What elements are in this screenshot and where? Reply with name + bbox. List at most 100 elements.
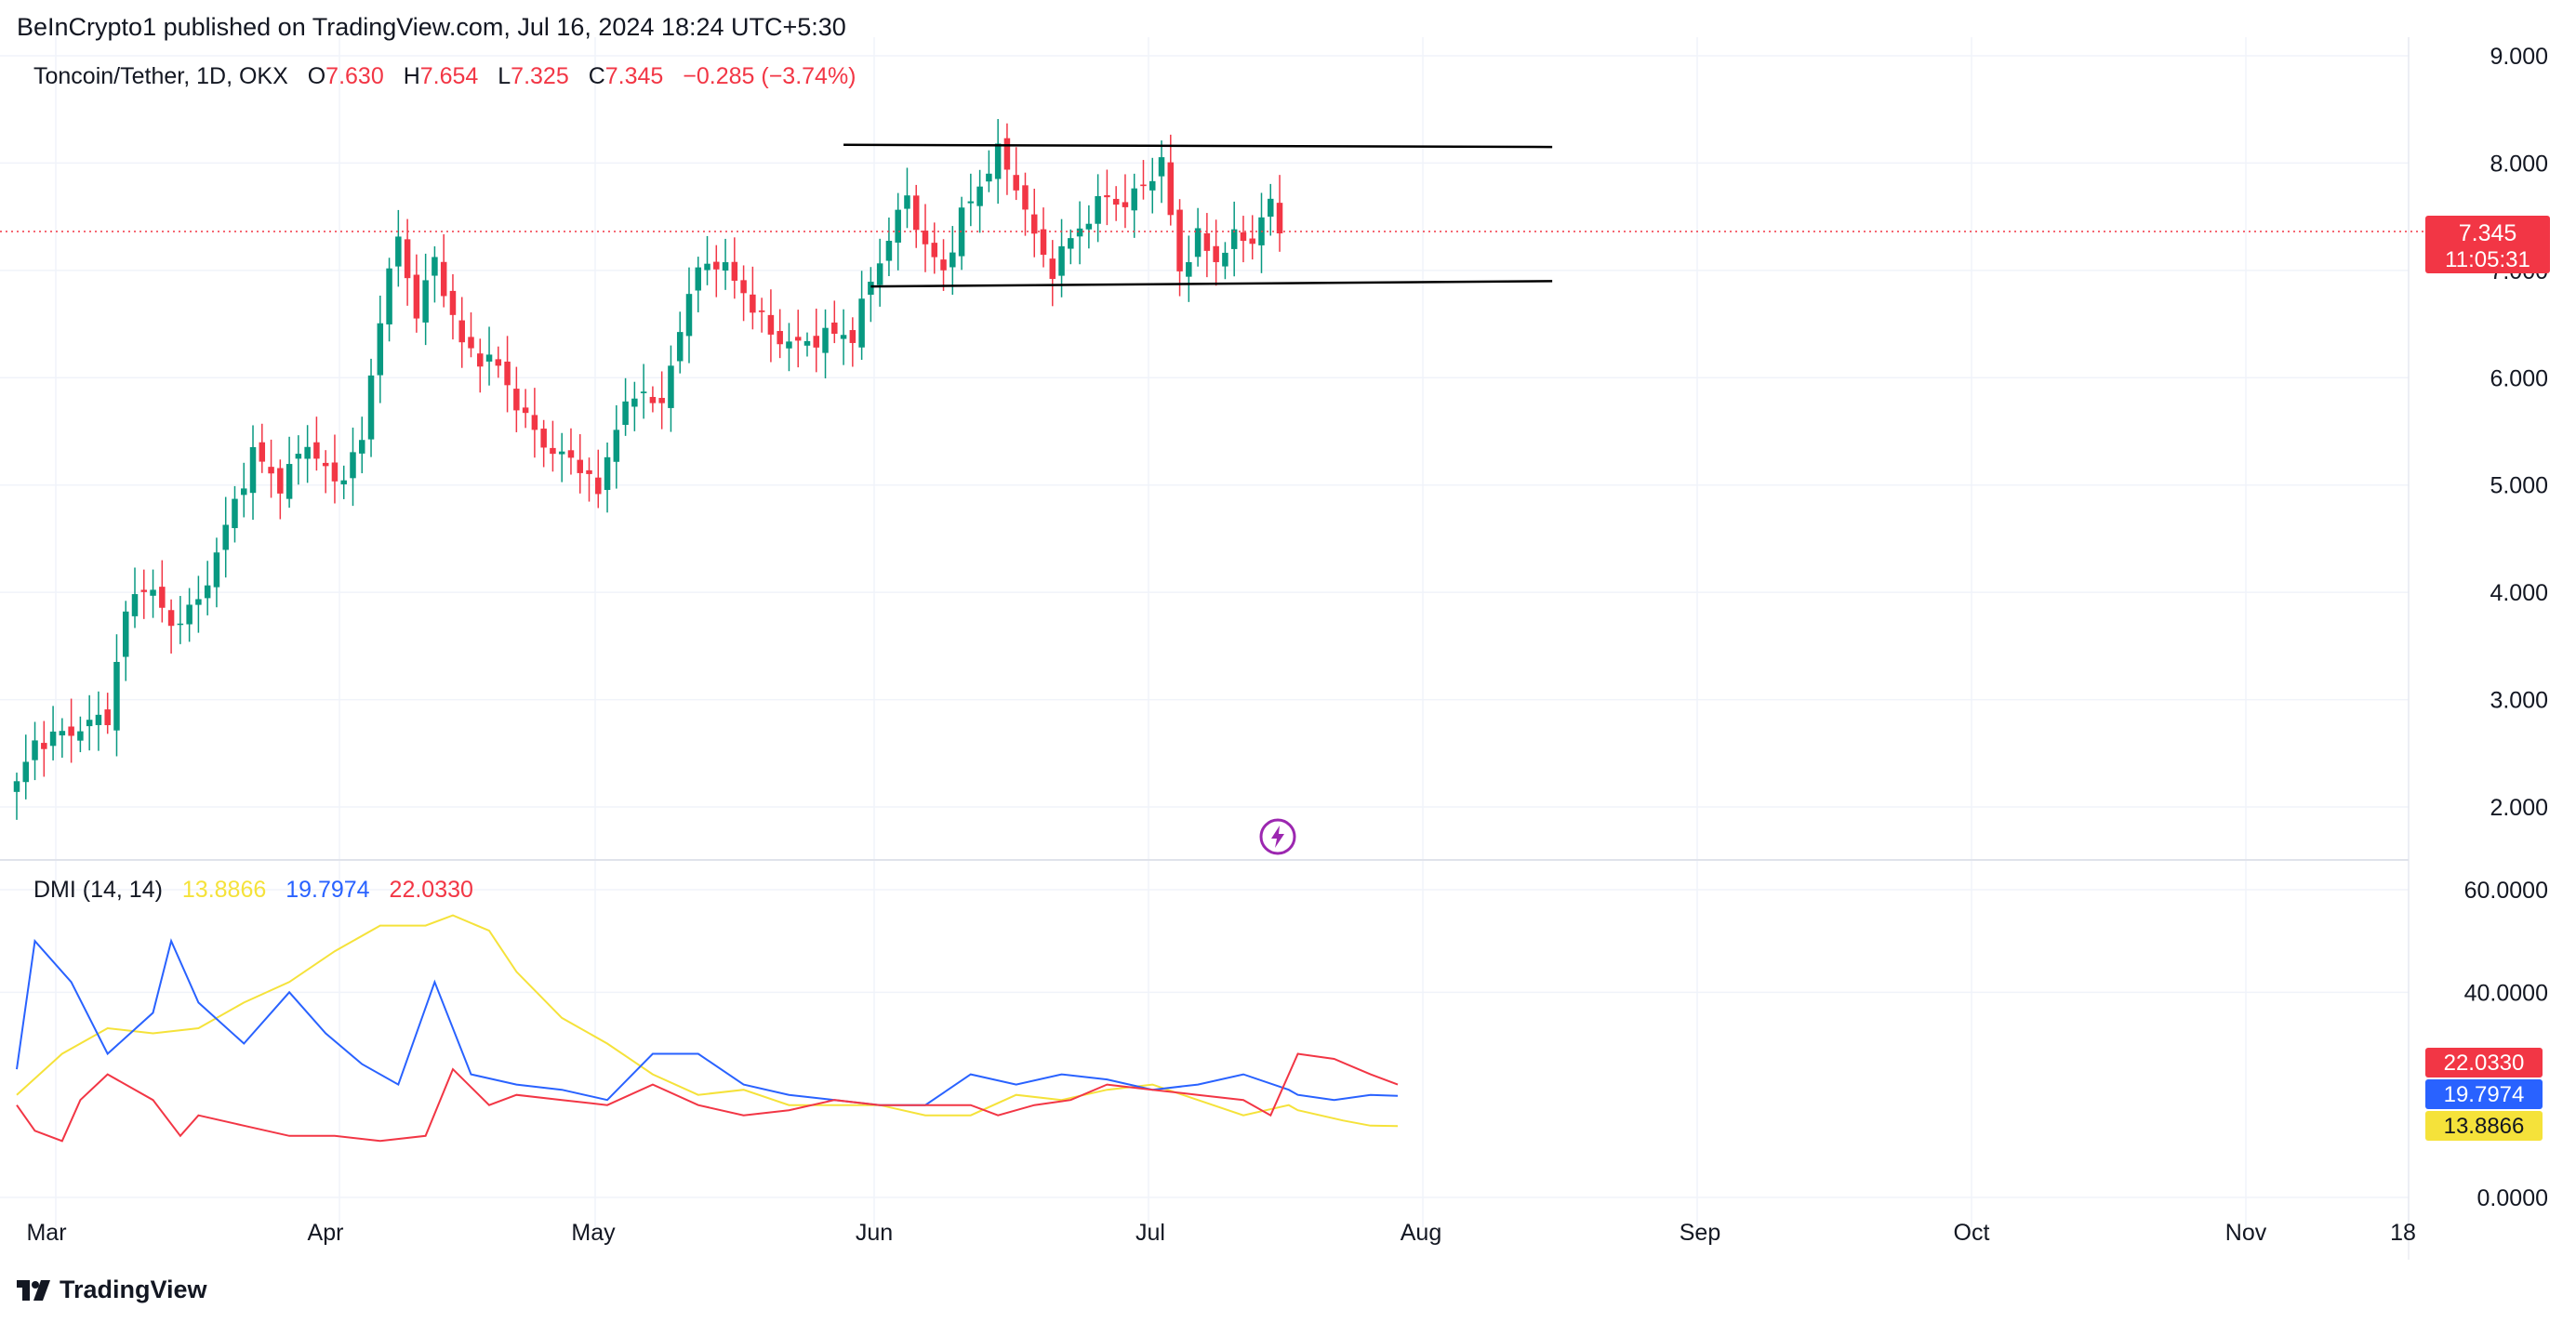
candle-body[interactable] xyxy=(13,781,20,792)
candle-body[interactable] xyxy=(413,274,420,319)
candle-body[interactable] xyxy=(740,280,747,294)
candle-body[interactable] xyxy=(1140,184,1147,187)
candle-body[interactable] xyxy=(313,442,320,459)
candle-body[interactable] xyxy=(858,298,865,348)
trendlines[interactable] xyxy=(843,143,1553,288)
candle-body[interactable] xyxy=(658,398,665,403)
dmi-series[interactable] xyxy=(16,914,1399,1143)
candle-body[interactable] xyxy=(1268,198,1274,218)
candle-body[interactable] xyxy=(1058,245,1065,276)
candle-body[interactable] xyxy=(1013,175,1019,191)
candle-body[interactable] xyxy=(1122,202,1129,207)
candle-body[interactable] xyxy=(86,720,93,727)
candle-body[interactable] xyxy=(1003,138,1011,170)
candle-body[interactable] xyxy=(912,195,920,231)
candle-body[interactable] xyxy=(77,731,84,741)
candle-body[interactable] xyxy=(340,480,347,484)
candle-body[interactable] xyxy=(367,375,375,440)
candle-body[interactable] xyxy=(22,761,30,783)
candle-body[interactable] xyxy=(504,361,511,386)
candle-body[interactable] xyxy=(750,294,756,313)
dmi-axis[interactable]: 60.0000 40.0000 0.0000 xyxy=(2464,878,2548,1211)
candle-body[interactable] xyxy=(122,611,129,657)
candle-body[interactable] xyxy=(794,337,802,341)
candle-body[interactable] xyxy=(1040,229,1047,256)
candle-body[interactable] xyxy=(994,143,1002,179)
candle-body[interactable] xyxy=(59,731,66,736)
candle-body[interactable] xyxy=(331,462,339,482)
candle-body[interactable] xyxy=(232,498,238,529)
candle-body[interactable] xyxy=(676,332,684,362)
candle-body[interactable] xyxy=(758,310,765,312)
trendline[interactable] xyxy=(843,143,1553,149)
candle-body[interactable] xyxy=(577,459,583,473)
candle-body[interactable] xyxy=(285,464,293,499)
candle-body[interactable] xyxy=(813,336,820,348)
lightning-icon[interactable] xyxy=(1258,817,1297,856)
candle-body[interactable] xyxy=(1068,238,1074,249)
candle-body[interactable] xyxy=(422,280,429,323)
candle-body[interactable] xyxy=(522,407,529,414)
candle-body[interactable] xyxy=(967,201,975,204)
candle-body[interactable] xyxy=(195,599,202,605)
candle-body[interactable] xyxy=(767,314,775,335)
candle-body[interactable] xyxy=(1167,162,1175,216)
candle-body[interactable] xyxy=(604,456,611,490)
dmi-line[interactable] xyxy=(16,938,1399,1106)
trendline[interactable] xyxy=(870,280,1553,288)
candle-body[interactable] xyxy=(885,241,893,261)
candle-body[interactable] xyxy=(1085,223,1093,230)
candle-body[interactable] xyxy=(704,263,710,271)
candle-body[interactable] xyxy=(177,623,184,626)
candle-body[interactable] xyxy=(68,726,74,736)
candle-body[interactable] xyxy=(640,391,647,393)
dmi-name[interactable]: DMI (14, 14) xyxy=(33,877,163,903)
candle-body[interactable] xyxy=(731,261,738,281)
candle-body[interactable] xyxy=(95,714,102,725)
candle-body[interactable] xyxy=(1230,229,1238,249)
candle-body[interactable] xyxy=(831,322,838,335)
symbol-label[interactable]: Toncoin/Tether, 1D, OKX xyxy=(33,63,288,89)
candle-body[interactable] xyxy=(822,327,829,353)
candle-body[interactable] xyxy=(1249,238,1255,245)
candle-body[interactable] xyxy=(1222,252,1228,267)
time-axis[interactable]: Mar Apr May Jun Jul Aug Sep Oct Nov 18 xyxy=(26,1220,2415,1246)
candle-body[interactable] xyxy=(1076,228,1083,237)
candle-body[interactable] xyxy=(432,257,438,276)
candle-body[interactable] xyxy=(949,252,956,268)
dmi-line[interactable] xyxy=(16,1052,1399,1143)
candle-body[interactable] xyxy=(131,594,139,616)
candle-body[interactable] xyxy=(1112,198,1120,205)
candle-body[interactable] xyxy=(104,709,111,725)
candle-body[interactable] xyxy=(840,335,847,339)
candle-body[interactable] xyxy=(150,589,156,596)
candle-body[interactable] xyxy=(213,552,220,588)
candle-body[interactable] xyxy=(1158,157,1165,177)
candle-body[interactable] xyxy=(377,323,384,376)
candle-body[interactable] xyxy=(277,468,284,494)
candle-body[interactable] xyxy=(268,467,274,474)
candle-body[interactable] xyxy=(1131,188,1137,211)
candle-body[interactable] xyxy=(241,488,247,496)
candle-body[interactable] xyxy=(1104,195,1110,198)
candle-body[interactable] xyxy=(204,585,211,599)
candle-body[interactable] xyxy=(976,186,983,206)
candle-body[interactable] xyxy=(222,524,229,550)
candle-body[interactable] xyxy=(1049,258,1056,280)
candle-body[interactable] xyxy=(613,430,620,462)
candle-body[interactable] xyxy=(167,610,175,627)
candle-body[interactable] xyxy=(295,454,302,459)
candle-body[interactable] xyxy=(32,740,38,760)
candle-body[interactable] xyxy=(1030,214,1038,234)
candle-body[interactable] xyxy=(685,294,693,337)
candle-body[interactable] xyxy=(1022,185,1029,210)
candle-body[interactable] xyxy=(786,341,792,349)
candle-body[interactable] xyxy=(649,396,657,403)
candle-body[interactable] xyxy=(567,450,575,458)
candle-body[interactable] xyxy=(513,389,520,411)
candle-body[interactable] xyxy=(1186,261,1192,277)
candle-body[interactable] xyxy=(868,282,874,296)
candle-body[interactable] xyxy=(586,469,592,474)
candle-body[interactable] xyxy=(159,587,166,608)
